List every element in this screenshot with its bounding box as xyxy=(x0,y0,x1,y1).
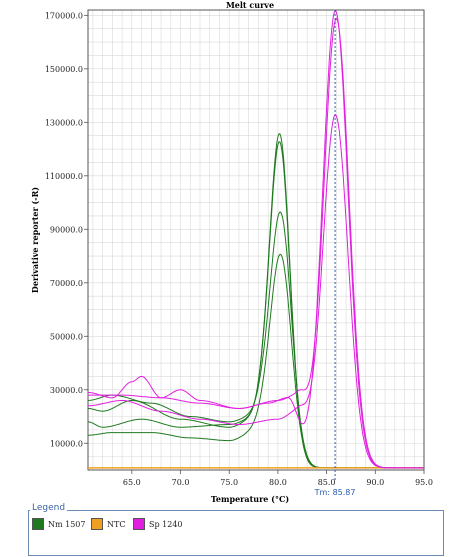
x-tick-label: 75.0 xyxy=(220,478,238,487)
y-tick-label: 170000.0 xyxy=(45,11,83,20)
curve-nm1507-1 xyxy=(88,133,424,469)
legend-label-nm1507: Nm 1507 xyxy=(48,519,86,529)
y-axis-label: Derivative reporter (-R) xyxy=(30,187,40,293)
x-tick-label: 85.0 xyxy=(318,478,336,487)
plot-area xyxy=(87,9,425,471)
x-tick-label: 90.0 xyxy=(366,478,384,487)
y-tick-label: 70000.0 xyxy=(50,279,83,288)
legend-item-sp1240: Sp 1240 xyxy=(133,518,183,530)
x-tick-label: 95.0 xyxy=(415,478,433,487)
legend-label-ntc: NTC xyxy=(107,519,126,529)
curve-nm1507-3 xyxy=(87,211,424,469)
curve-sp1240-1 xyxy=(87,9,424,469)
melt-curve-chart: Melt curve 10000.0 30000.0 50000.0 70000.0 9… xyxy=(30,0,433,504)
x-axis-ticks: 65.0 70.0 75.0 80.0 85.0 90.0 95.0 xyxy=(123,470,433,487)
y-tick-label: 130000.0 xyxy=(45,118,83,127)
x-tick-label: 65.0 xyxy=(123,478,141,487)
tm-marker-label: Tm: 85.87 xyxy=(314,488,356,497)
y-tick-label: 110000.0 xyxy=(45,172,83,181)
legend-item-nm1507: Nm 1507 xyxy=(32,518,86,530)
legend-title: Legend xyxy=(30,503,68,513)
legend-swatch-nm1507 xyxy=(32,518,44,530)
y-tick-label: 150000.0 xyxy=(45,65,83,74)
chart-title: Melt curve xyxy=(226,0,274,10)
y-tick-label: 50000.0 xyxy=(50,332,83,341)
legend-box xyxy=(28,510,444,556)
series xyxy=(87,9,424,469)
x-tick-label: 80.0 xyxy=(269,478,287,487)
legend-swatch-sp1240 xyxy=(133,518,145,530)
x-tick-label: 70.0 xyxy=(172,478,190,487)
y-tick-label: 30000.0 xyxy=(50,386,83,395)
legend-item-ntc: NTC xyxy=(91,518,125,530)
series-sp1240 xyxy=(87,9,424,469)
y-axis-ticks: 10000.0 30000.0 50000.0 70000.0 90000.0 11000… xyxy=(45,11,88,448)
series-nm1507 xyxy=(87,133,424,469)
legend-label-sp1240: Sp 1240 xyxy=(149,519,183,529)
legend-swatch-ntc xyxy=(91,518,103,530)
grid xyxy=(88,10,425,470)
curve-sp1240-3 xyxy=(88,113,424,469)
curve-sp1240-2 xyxy=(88,17,424,469)
x-axis-label: Temperature (°C) xyxy=(211,494,289,504)
curve-nm1507-4 xyxy=(88,253,424,469)
y-tick-label: 10000.0 xyxy=(50,439,83,448)
y-tick-label: 90000.0 xyxy=(50,225,83,234)
